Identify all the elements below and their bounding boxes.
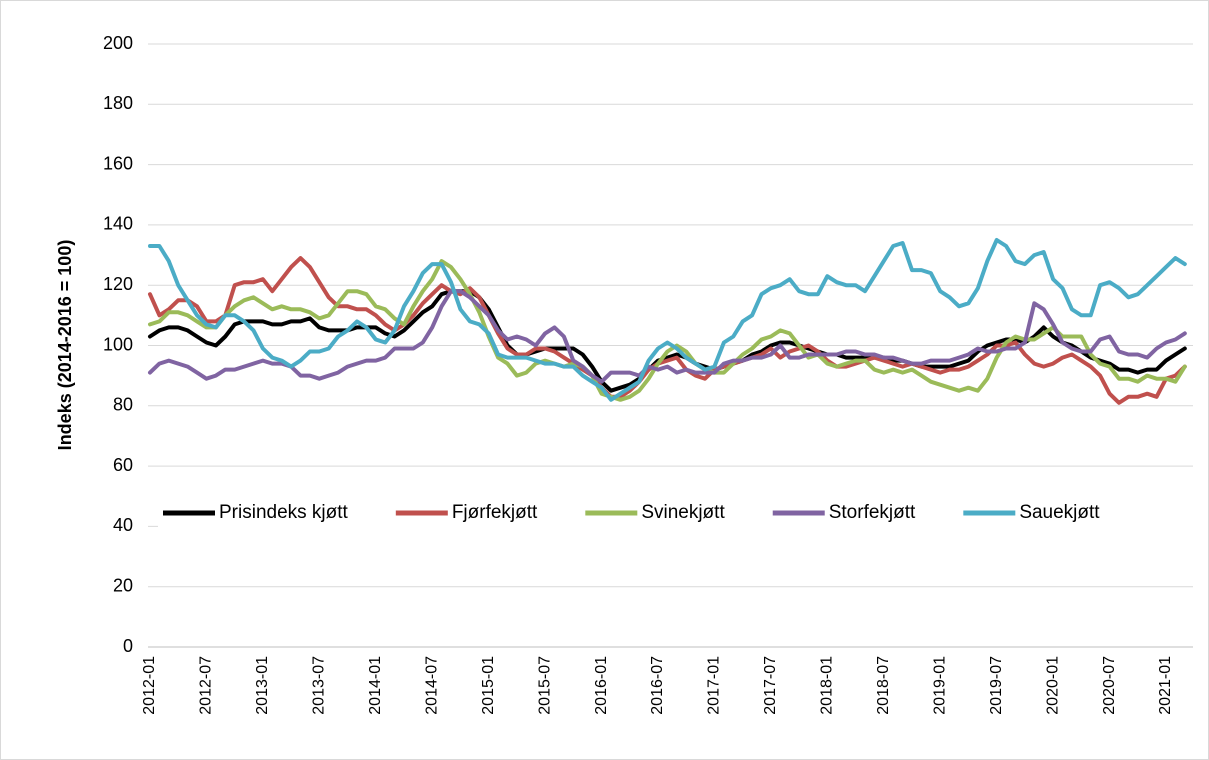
x-tick-label: 2014-01 bbox=[367, 656, 384, 715]
x-tick-label: 2019-07 bbox=[988, 656, 1005, 715]
y-tick-label: 100 bbox=[103, 334, 133, 354]
x-tick-label: 2012-01 bbox=[141, 656, 158, 715]
series-line bbox=[148, 238, 1187, 402]
legend-label: Storfekjøtt bbox=[829, 502, 916, 523]
x-tick-label: 2012-07 bbox=[198, 656, 215, 715]
legend-label: Svinekjøtt bbox=[641, 502, 725, 523]
x-tick-label: 2017-01 bbox=[706, 656, 723, 715]
x-tick-label: 2015-07 bbox=[536, 656, 553, 715]
x-tick-label: 2020-01 bbox=[1044, 656, 1061, 715]
x-tick-label: 2016-01 bbox=[593, 656, 610, 715]
y-tick-label: 160 bbox=[103, 153, 133, 173]
x-tick-label: 2016-07 bbox=[649, 656, 666, 715]
y-axis-title: Indeks (2014-2016 = 100) bbox=[55, 240, 75, 451]
y-tick-label: 60 bbox=[113, 455, 133, 475]
x-tick-label: 2013-01 bbox=[254, 656, 271, 715]
y-tick-label: 40 bbox=[113, 515, 133, 535]
x-tick-label: 2021-01 bbox=[1157, 656, 1174, 715]
x-tick-label: 2014-07 bbox=[423, 656, 440, 715]
legend-label: Fjørfekjøtt bbox=[452, 502, 538, 523]
x-tick-label: 2019-01 bbox=[931, 656, 948, 715]
series-line bbox=[148, 256, 1187, 405]
x-tick-label: 2013-07 bbox=[311, 656, 328, 715]
y-tick-label: 0 bbox=[123, 636, 133, 656]
y-tick-label: 20 bbox=[113, 575, 133, 595]
x-tick-label: 2020-07 bbox=[1101, 656, 1118, 715]
x-tick-label: 2018-01 bbox=[819, 656, 836, 715]
x-tick-label: 2017-07 bbox=[762, 656, 779, 715]
legend-background bbox=[158, 494, 1193, 532]
y-tick-label: 200 bbox=[103, 33, 133, 53]
y-tick-label: 180 bbox=[103, 93, 133, 113]
y-tick-label: 80 bbox=[113, 395, 133, 415]
y-tick-label: 140 bbox=[103, 214, 133, 234]
legend-label: Prisindeks kjøtt bbox=[219, 502, 349, 523]
series-line bbox=[148, 259, 1187, 402]
x-tick-label: 2018-07 bbox=[875, 656, 892, 715]
y-tick-label: 120 bbox=[103, 274, 133, 294]
legend-label: Sauekjøtt bbox=[1019, 502, 1100, 523]
series-line bbox=[148, 289, 1187, 384]
x-tick-label: 2015-01 bbox=[480, 656, 497, 715]
